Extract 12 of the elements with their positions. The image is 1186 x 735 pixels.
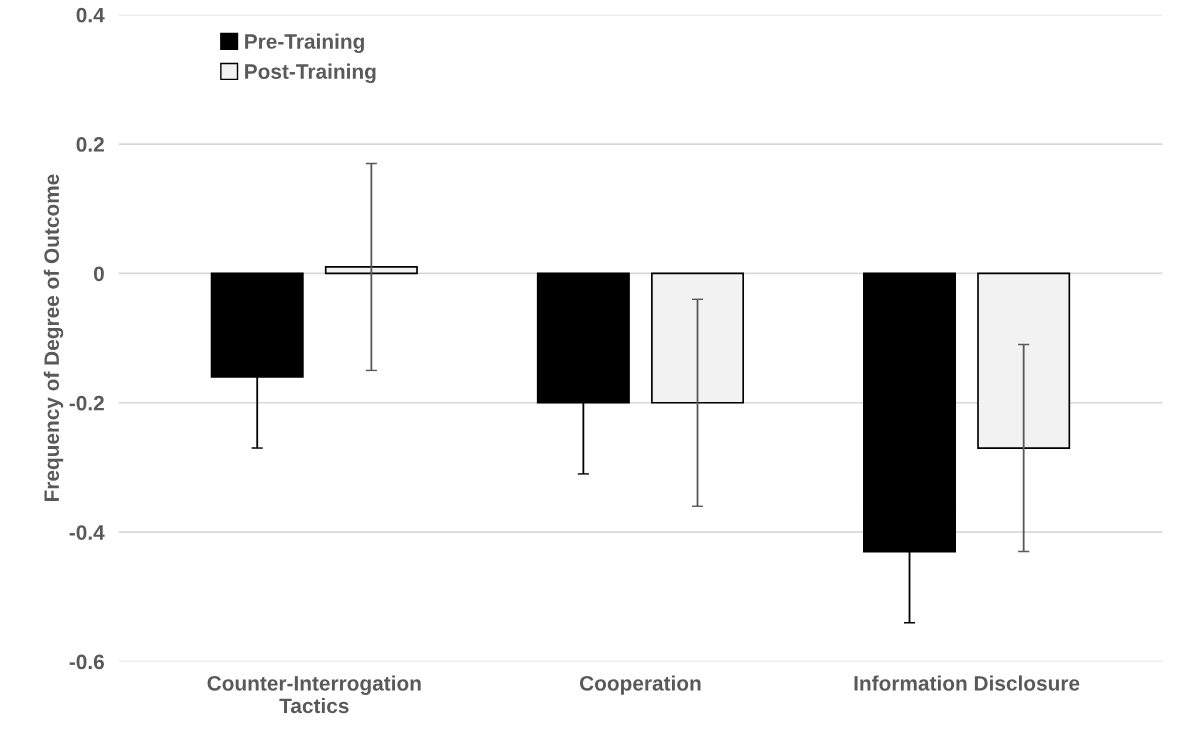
legend-label: Pre-Training [245,33,364,54]
x-tick-label: Information Disclosure [854,675,1080,691]
x-tick-label: Counter-Interrogation Tactics [207,675,421,714]
y-tick-label: 0.4 [76,7,105,23]
x-tick-label: Cooperation [579,675,701,695]
y-tick-label: -0.4 [69,525,105,540]
legend-label: Post-Training [245,63,376,84]
y-tick-label: 0.2 [76,137,104,152]
y-tick-label: -0.6 [69,654,104,670]
y-axis-title: Frequency of Degree of Outcome [43,174,64,502]
y-tick-label: 0 [93,266,104,282]
y-tick-label: -0.2 [69,395,104,411]
